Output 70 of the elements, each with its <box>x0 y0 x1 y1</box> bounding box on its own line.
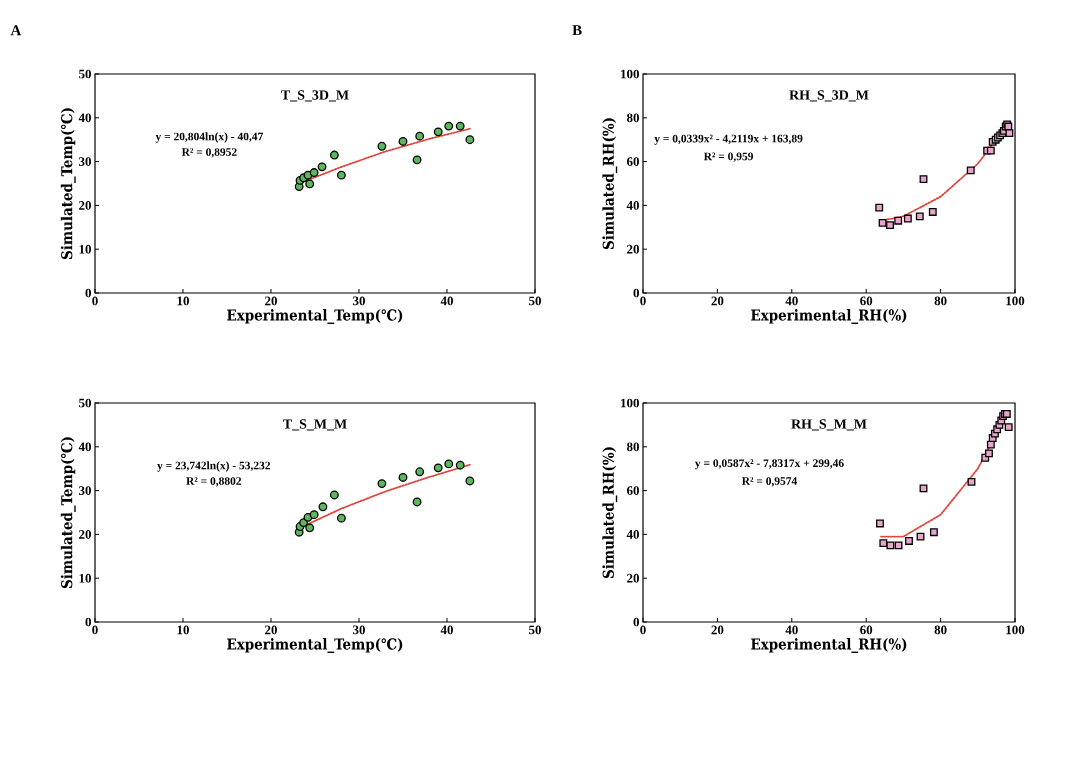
annotation: R² = 0,959 <box>703 152 754 162</box>
x-tick-label: 40 <box>440 625 453 635</box>
y-tick-label: 20 <box>627 244 639 254</box>
y-axis-title: Simulated_Temp(℃) <box>60 108 76 260</box>
y-tick-label: 40 <box>78 113 91 123</box>
annotation: R² = 0,8952 <box>181 148 237 158</box>
x-tick-label: 20 <box>711 296 724 306</box>
x-axis-title: Experimental_RH(%) <box>751 309 907 324</box>
annotation: y = 20,804ln(x) - 40,47 <box>155 132 263 143</box>
x-tick-label: 30 <box>353 296 365 306</box>
x-tick-label: 40 <box>785 296 798 306</box>
y-tick-label: 10 <box>79 573 91 583</box>
text: B <box>572 25 582 36</box>
x-axis-title: Experimental_Temp(℃) <box>227 309 403 324</box>
text: RH_S_M_M <box>791 419 867 431</box>
x-tick-label: 60 <box>860 296 873 306</box>
y-tick-label: 0 <box>85 288 91 298</box>
x-tick-label: 20 <box>265 625 277 635</box>
annotation: y = 0,0587x² - 7,8317x + 299,46 <box>695 459 844 470</box>
x-tick-label: 10 <box>177 625 189 635</box>
y-tick-label: 50 <box>79 69 91 79</box>
x-tick-label: 100 <box>1006 296 1025 306</box>
annotation: R² = 0,8802 <box>186 477 242 487</box>
x-tick-label: 50 <box>529 296 541 306</box>
y-tick-label: 40 <box>78 442 91 452</box>
y-tick-label: 0 <box>633 617 639 627</box>
x-tick-label: 100 <box>1006 625 1025 635</box>
annotation: R² = 0,9574 <box>741 477 798 487</box>
y-tick-label: 60 <box>626 486 639 495</box>
y-tick-label: 100 <box>621 398 639 408</box>
x-tick-label: 20 <box>265 296 277 306</box>
y-tick-label: 20 <box>79 530 91 539</box>
x-axis-title: Experimental_RH(%) <box>751 638 907 653</box>
text: RH_S_3D_M <box>789 90 869 102</box>
y-tick-label: 10 <box>79 244 91 254</box>
y-tick-label: 100 <box>621 69 639 79</box>
x-tick-label: 0 <box>92 625 98 635</box>
y-tick-label: 30 <box>79 157 91 166</box>
annotation: y = 23,742ln(x) - 53,232 <box>157 461 271 472</box>
x-tick-label: 40 <box>785 625 798 635</box>
y-tick-label: 20 <box>627 573 639 583</box>
y-tick-label: 40 <box>626 530 639 539</box>
x-tick-label: 20 <box>711 625 724 635</box>
text: T_S_3D_M <box>281 90 349 102</box>
y-axis-title: Simulated_RH(%) <box>602 447 618 579</box>
x-tick-label: 50 <box>529 625 541 635</box>
y-tick-label: 80 <box>626 442 639 452</box>
y-axis-title: Simulated_RH(%) <box>602 118 618 250</box>
y-tick-label: 0 <box>633 288 639 298</box>
x-tick-label: 0 <box>640 296 646 306</box>
x-tick-label: 80 <box>934 296 947 306</box>
y-tick-label: 60 <box>626 157 639 166</box>
annotation: y = 0,0339x² - 4,2119x + 163,89 <box>654 134 803 145</box>
x-tick-label: 60 <box>860 625 873 635</box>
y-tick-label: 40 <box>626 201 639 210</box>
x-axis-title: Experimental_Temp(℃) <box>227 638 403 653</box>
y-tick-label: 20 <box>79 201 91 210</box>
y-tick-label: 0 <box>85 617 91 627</box>
text: A <box>10 25 22 36</box>
y-axis-title: Simulated_Temp(℃) <box>60 437 76 589</box>
x-tick-label: 30 <box>353 625 365 635</box>
x-tick-label: 0 <box>92 296 98 306</box>
y-tick-label: 80 <box>626 113 639 123</box>
x-tick-label: 80 <box>934 625 947 635</box>
x-tick-label: 40 <box>440 296 453 306</box>
y-tick-label: 50 <box>79 398 91 408</box>
x-tick-label: 0 <box>640 625 646 635</box>
x-tick-label: 10 <box>177 296 189 306</box>
text: T_S_M_M <box>283 419 347 431</box>
y-tick-label: 30 <box>79 486 91 495</box>
